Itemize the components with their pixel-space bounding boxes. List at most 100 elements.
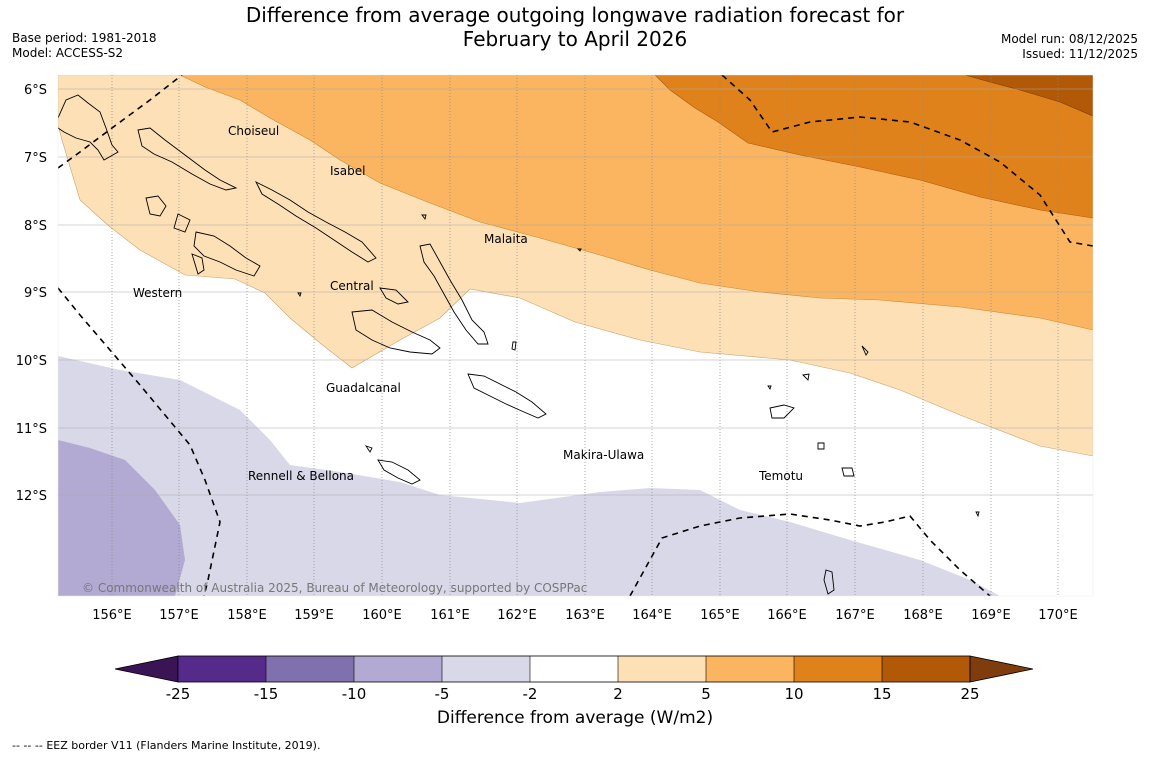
colorbar: -25 -15 -10 -5 -2 2 5 10 15 25 — [114, 655, 1034, 700]
eez-legend: -- -- -- EEZ border V11 (Flanders Marine… — [12, 739, 320, 752]
copyright-notice: © Commonwealth of Australia 2025, Bureau… — [82, 581, 587, 595]
colorbar-tick-label: -10 — [342, 685, 367, 700]
field-minus5-to-minus10 — [58, 440, 185, 596]
colorbar-segment — [354, 656, 442, 682]
coastlines — [58, 94, 980, 595]
base-period-value: 1981-2018 — [91, 31, 157, 45]
model-label: Model: — [12, 46, 53, 60]
region-label: Makira-Ulawa — [563, 448, 644, 462]
map-frame — [57, 74, 1094, 597]
region-label: Malaita — [484, 232, 528, 246]
title-line-1: Difference from average outgoing longwav… — [245, 3, 905, 27]
colorbar-tick-label: 25 — [960, 685, 979, 700]
lon-tick-label: 165°E — [700, 608, 740, 623]
lon-tick-label: 167°E — [835, 608, 875, 623]
colorbar-extend-high — [969, 655, 1034, 683]
colorbar-outline — [177, 655, 971, 683]
longitude-labels: 156°E 157°E 158°E 159°E 160°E 161°E 162°… — [92, 608, 1078, 623]
colorbar-tick-label: 10 — [784, 685, 803, 700]
chart-title: Difference from average outgoing longwav… — [0, 3, 1150, 51]
colorbar-tick-label: 2 — [613, 685, 623, 700]
colorbar-segment — [706, 656, 794, 682]
island-santa-isabel — [254, 180, 377, 263]
island-malaita — [419, 243, 489, 345]
island-utupua — [817, 442, 825, 450]
region-label: Choiseul — [228, 124, 279, 138]
colorbar-tick-label: -5 — [435, 685, 450, 700]
island-ranongga — [191, 253, 205, 275]
island-choiseul — [137, 127, 238, 191]
region-labels: Choiseul Isabel Malaita Central Western … — [133, 124, 803, 483]
lat-tick-label: 10°S — [16, 354, 47, 369]
issued-label: Issued: — [1022, 47, 1065, 61]
lon-tick-label: 166°E — [767, 608, 807, 623]
colorbar-tick-label: 15 — [872, 685, 891, 700]
title-line-2: February to April 2026 — [462, 27, 688, 51]
colorbar-segment — [794, 656, 882, 682]
model-run-value: 08/12/2025 — [1068, 32, 1138, 46]
issued-value: 11/12/2025 — [1068, 47, 1138, 61]
graticule — [58, 75, 1093, 596]
region-label: Rennell & Bellona — [248, 469, 354, 483]
lon-tick-label: 160°E — [362, 608, 402, 623]
island-tikopia — [823, 569, 835, 595]
lon-tick-label: 162°E — [497, 608, 537, 623]
colorbar-extend-low — [114, 655, 179, 683]
lon-tick-label: 156°E — [92, 608, 132, 623]
field-minus2-to-minus5 — [58, 356, 1000, 596]
colorbar-dividers — [265, 656, 883, 682]
island-small-north — [297, 214, 980, 518]
colorbar-tick-label: 5 — [701, 685, 711, 700]
base-period-label: Base period: — [12, 31, 88, 45]
field-10-to-15 — [654, 75, 1093, 219]
island-vanikoro — [841, 467, 855, 477]
region-label: Guadalcanal — [326, 381, 401, 395]
colorbar-segment — [618, 656, 706, 682]
lon-tick-label: 169°E — [971, 608, 1011, 623]
eez-borders — [58, 75, 1093, 596]
island-reef-islands — [767, 373, 810, 391]
model-value: ACCESS-S2 — [55, 46, 124, 60]
eez-border-south — [629, 513, 991, 596]
field-15-to-25 — [964, 75, 1093, 117]
colorbar-tick-label: -15 — [254, 685, 279, 700]
eez-border-west — [58, 75, 183, 169]
island-bellona — [364, 445, 373, 453]
colorbar-segment — [442, 656, 530, 682]
lat-tick-label: 11°S — [16, 422, 47, 437]
island-santa-cruz — [769, 404, 795, 419]
lat-tick-label: 7°S — [24, 151, 47, 166]
colorbar-segment — [530, 656, 618, 682]
island-makira — [467, 373, 547, 419]
island-guadalcanal — [351, 309, 441, 355]
eez-border-northeast — [721, 75, 1093, 247]
model-run-label: Model run: — [1000, 32, 1065, 46]
island-florida — [379, 287, 409, 305]
colorbar-title: Difference from average (W/m2) — [436, 708, 714, 728]
eez-border-southwest — [58, 287, 221, 596]
meta-right: Model run: 08/12/2025 Issued: 11/12/2025 — [1001, 32, 1138, 62]
colorbar-segment — [882, 656, 970, 682]
lon-tick-label: 159°E — [294, 608, 334, 623]
colorbar-segment — [178, 656, 266, 682]
map-area: Choiseul Isabel Malaita Central Western … — [58, 75, 1093, 596]
lon-tick-label: 164°E — [632, 608, 672, 623]
lat-tick-label: 12°S — [16, 489, 47, 504]
island-bougainville — [58, 94, 119, 161]
meta-left: Base period: 1981-2018 Model: ACCESS-S2 — [12, 31, 157, 61]
island-vella-lavella — [145, 195, 167, 217]
region-label: Temotu — [758, 469, 803, 483]
lat-tick-label: 9°S — [24, 286, 47, 301]
island-rennell — [377, 459, 421, 485]
lon-tick-label: 168°E — [903, 608, 943, 623]
region-label: Western — [133, 286, 182, 300]
island-new-georgia — [173, 213, 261, 277]
lat-tick-label: 6°S — [24, 83, 47, 98]
colorbar-tick-label: -2 — [523, 685, 538, 700]
lon-tick-label: 161°E — [430, 608, 470, 623]
region-label: Isabel — [330, 164, 365, 178]
latitude-labels: 6°S 7°S 8°S 9°S 10°S 11°S 12°S — [16, 83, 47, 504]
lon-tick-label: 163°E — [565, 608, 605, 623]
lon-tick-label: 158°E — [227, 608, 267, 623]
eez-legend-text: EEZ border V11 (Flanders Marine Institut… — [46, 739, 321, 752]
